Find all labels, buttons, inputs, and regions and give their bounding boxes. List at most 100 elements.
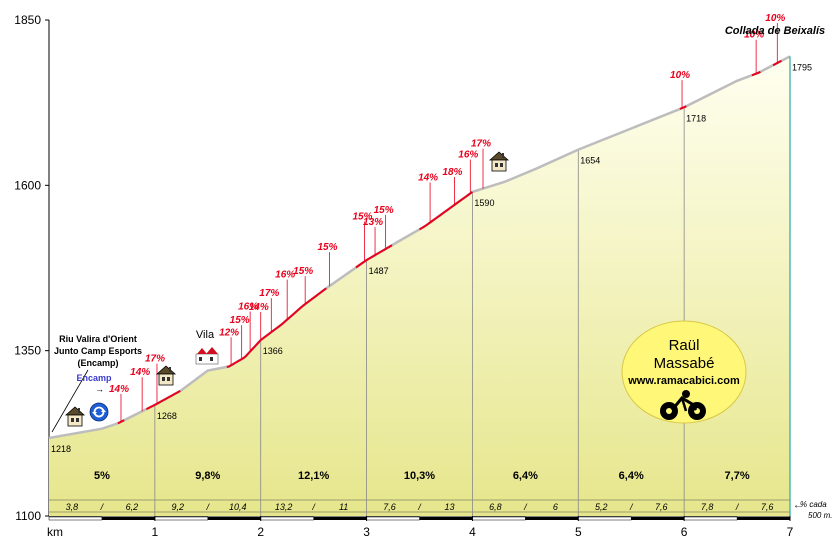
half-km-separator: / [206,502,211,512]
half-km-gradient: 6,2 [126,502,139,512]
steep-annotation-label: 15% [293,266,313,277]
half-km-gradient: 6,8 [489,502,502,512]
half-km-gradient: 6 [553,502,558,512]
steep-segment [419,191,474,231]
author-logo: Raül Massabé www.ramacabici.com [621,320,747,424]
altitude-label: 1795 [792,62,812,72]
half-km-gradient: 7,6 [655,502,668,512]
steep-annotation-label: 13% [363,217,383,228]
steep-annotation-label: 14% [249,302,269,313]
vila-label: Vila [196,329,215,341]
steep-annotation-label: 16% [275,270,295,281]
altitude-label: 1218 [51,444,71,454]
altitude-label: 1718 [686,113,706,123]
segment-gradient-label: 5% [94,470,110,482]
steep-annotation-label: 17% [471,139,491,150]
half-km-gradient: 7,6 [761,502,774,512]
steep-segment [145,390,181,411]
half-km-gradient: 7,8 [701,502,714,512]
profile-line-layer [48,55,791,516]
altitude-label: 1590 [474,198,494,208]
altitude-label: 1487 [369,266,389,276]
encamp-label: Encamp [76,373,112,383]
steep-segment [117,419,125,425]
start-label-line1: Riu Valira d'Orient [59,334,137,344]
km-scale-segment [683,516,738,521]
start-label-line3: (Encamp) [77,358,118,368]
segment-gradient-label: 10,3% [404,470,435,482]
steep-annotation-label: 10% [765,13,785,24]
steep-annotation-label: 16% [458,149,478,160]
x-tick-label: 2 [257,525,264,539]
steep-segment [772,59,782,67]
km-scale-segment [313,517,367,520]
y-tick-label: 1600 [14,178,41,192]
steep-annotation-layer: 14%14%17%12%15%16%14%17%16%15%15%15%13%1… [109,13,785,422]
start-label-leader [51,369,89,433]
footnote-line2: 500 m. [808,511,832,520]
half-km-gradient: 7,6 [383,502,396,512]
altitude-label: 1366 [263,346,283,356]
half-km-gradient: 5,2 [595,502,608,512]
half-km-gradient: 13 [444,502,454,512]
y-tick-label: 1350 [14,344,41,358]
x-tick-label: 5 [575,525,582,539]
half-km-separator: / [311,502,316,512]
half-km-separator: / [629,502,634,512]
steep-annotation-label: 15% [352,212,372,223]
km-scale-segment [48,516,103,521]
steep-annotation-label: 14% [130,367,150,378]
footnote-arrow-icon: ← [793,500,803,511]
logo-url: www.ramacabici.com [627,375,740,387]
steep-annotation-label: 14% [418,173,438,184]
steep-annotation-label: 18% [442,167,462,178]
house-icon [488,151,510,172]
altitude-label: 1268 [157,411,177,421]
half-km-separator: / [735,502,740,512]
km-scale-segment [737,517,790,520]
steep-annotation-label: 15% [374,205,394,216]
y-tick-label: 1100 [15,509,41,523]
segment-gradient-label: 12,1% [298,470,329,482]
segment-gradient-label: 6,4% [513,470,538,482]
km-scale-segment [578,516,632,521]
house-icon [155,365,177,386]
steep-annotation-label: 17% [259,288,279,299]
half-km-separator: / [523,502,528,512]
chart-title: Collada de Beixalís [725,25,825,37]
encamp-arrow-icon: → [95,384,104,394]
altitude-label-layer: 1218 1268 1366 1487 1590 1654 1718 1795 [51,62,812,454]
km-scale-segment [525,517,579,520]
roundabout-icon [89,402,109,422]
y-tick-label: 1850 [14,13,41,27]
x-tick-label: 1 [152,525,159,539]
village-icon [195,347,219,365]
steep-annotation-label: 10% [670,70,690,81]
km-scale-segment [101,517,155,520]
x-tick-label: 6 [681,525,688,539]
profile-area [49,56,790,517]
steep-annotation-label: 12% [219,327,239,338]
segment-gradient-label: 6,4% [619,470,644,482]
half-km-gradient: 3,8 [66,502,79,512]
km-scale-segment [366,516,420,521]
steep-annotation-label: 15% [318,242,338,253]
km-scale-segment [419,517,473,520]
footnote-line1: % cada [800,500,827,509]
segment-gradient-label: 9,8% [195,470,220,482]
half-km-separator: / [417,502,422,512]
steep-segment [679,105,687,110]
steep-segment [226,287,327,368]
km-scale-segment [260,516,314,521]
segment-gradient-label: 7,7% [725,470,750,482]
logo-ellipse [621,320,747,424]
profile-area-layer [49,56,790,517]
steep-annotation-label: 15% [230,315,250,326]
steep-annotation-label: 10% [744,30,764,41]
logo-name2: Massabé [654,355,715,372]
km-scale-segment [154,516,209,521]
half-km-gradient: 13,2 [275,502,293,512]
start-label-line2: Junto Camp Esports [54,346,142,356]
